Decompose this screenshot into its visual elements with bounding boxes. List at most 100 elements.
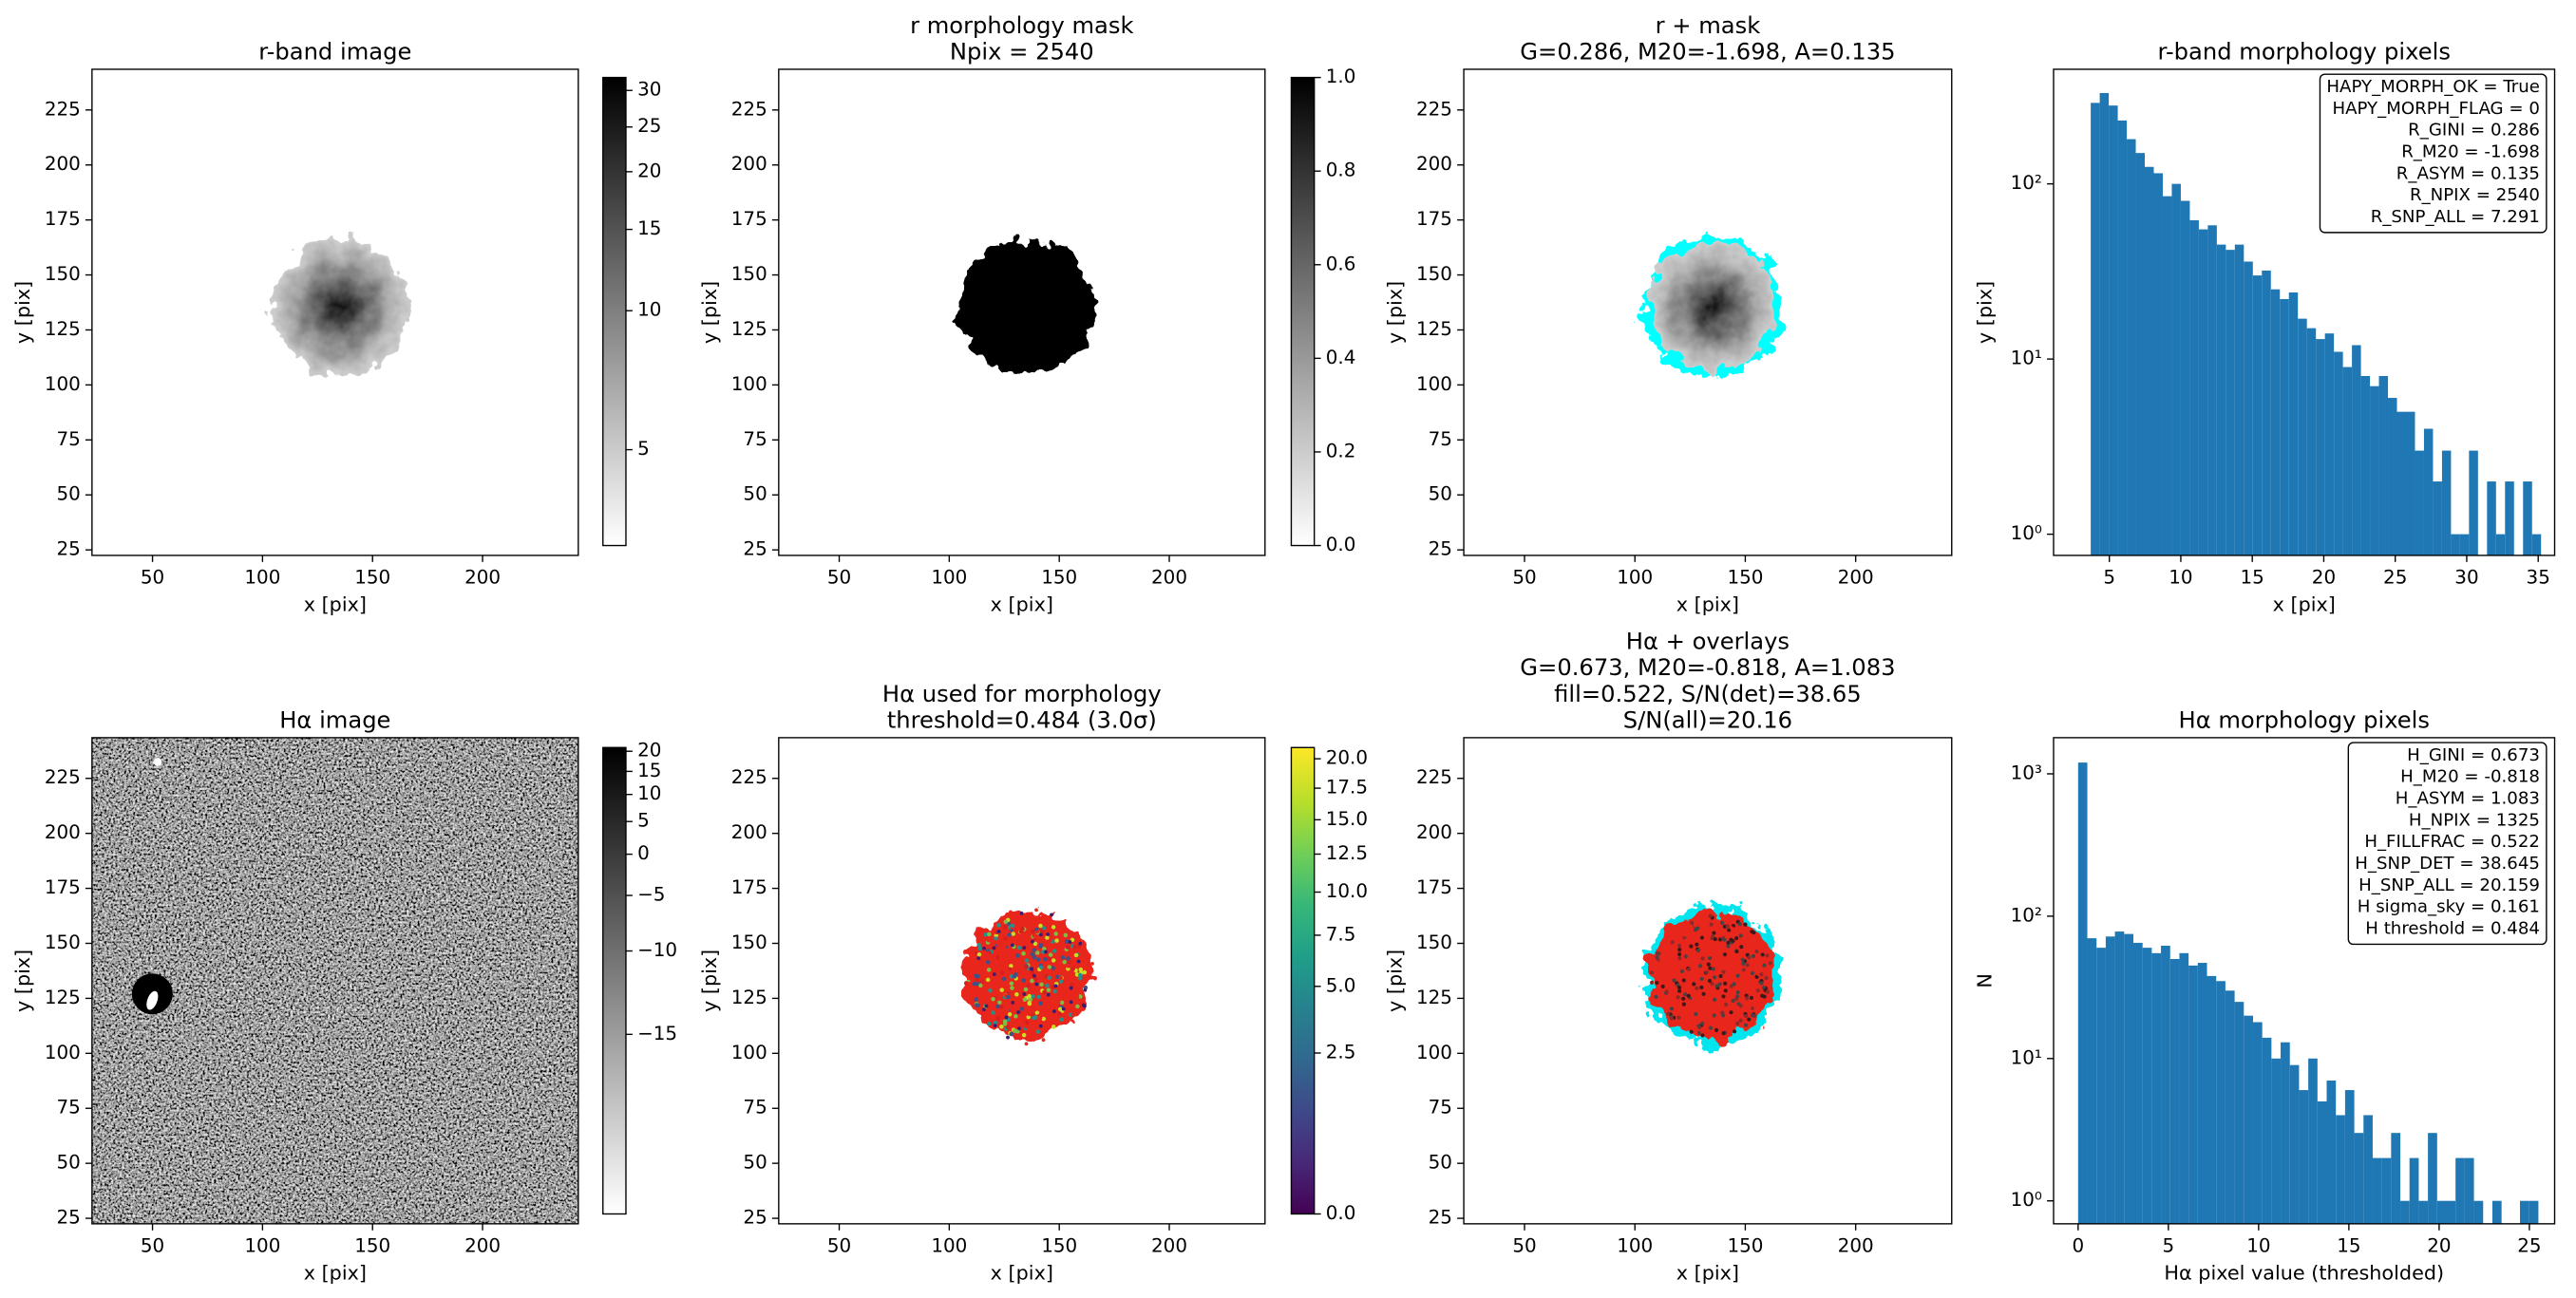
- bar: [2520, 1200, 2529, 1224]
- y-tick-label: 125: [1416, 987, 1452, 1008]
- bar: [2459, 534, 2470, 555]
- y-tick-label: 200: [1416, 821, 1452, 843]
- y-tick-label: 75: [743, 428, 767, 450]
- bar: [2225, 990, 2235, 1224]
- y-tick-label: 75: [56, 1097, 80, 1119]
- bar: [2423, 428, 2434, 555]
- bar: [2124, 933, 2133, 1224]
- panel-title: threshold=0.484 (3.0σ): [887, 707, 1157, 734]
- annotation-line: R_SNP_ALL = 7.291: [2371, 207, 2540, 227]
- y-tick-label: 125: [731, 318, 767, 340]
- panel-title: r-band morphology pixels: [2158, 39, 2451, 66]
- bar: [2216, 981, 2226, 1224]
- bar: [2455, 1157, 2465, 1224]
- bar: [2299, 1090, 2309, 1224]
- y-tick-label: 10⁰: [2011, 522, 2042, 544]
- bar: [2352, 345, 2361, 555]
- bar: [2531, 534, 2542, 555]
- x-tick-label: 30: [2454, 567, 2478, 589]
- colorbar-tick-label: 15: [637, 217, 661, 239]
- y-tick-label: 50: [743, 1152, 767, 1174]
- colorbar-tick-label: 10.0: [1326, 880, 1368, 902]
- bar: [2326, 1081, 2337, 1224]
- x-tick-label: 5: [2163, 1235, 2175, 1257]
- bar: [2145, 166, 2154, 555]
- bar: [2171, 183, 2181, 555]
- bar: [2363, 1115, 2373, 1224]
- panel: 0 5 10 15 20 25 10⁰ 10¹ 10² 10³ Hα morphology pixe…: [1973, 707, 2556, 1285]
- x-tick-label: 100: [1617, 1235, 1653, 1257]
- y-tick-label: 50: [1429, 483, 1452, 505]
- bar: [2446, 1200, 2456, 1224]
- panel-title: Hα + overlays: [1626, 629, 1790, 655]
- y-tick-label: 175: [1416, 208, 1452, 230]
- bar: [2505, 481, 2514, 555]
- panel-title: Hα morphology pixels: [2179, 707, 2431, 734]
- panel-title: r-band image: [258, 39, 411, 66]
- bar: [2234, 1002, 2245, 1224]
- bar: [2418, 1200, 2429, 1224]
- y-tick-label: 200: [731, 821, 767, 843]
- colorbar-tick-label: 20: [637, 160, 661, 181]
- x-tick-label: 200: [1838, 1235, 1874, 1257]
- y-axis-label: y [pix]: [1383, 281, 1406, 344]
- colorbar: [602, 746, 627, 1215]
- axes-frame: [91, 737, 579, 1225]
- bar: [2336, 1115, 2345, 1224]
- axes-frame: [778, 68, 1266, 556]
- bar: [2308, 1058, 2318, 1224]
- bar: [2132, 942, 2143, 1224]
- colorbar: [1290, 76, 1316, 547]
- y-tick-label: 175: [731, 208, 767, 230]
- bar: [2109, 105, 2118, 555]
- colorbar-tick-label: 5.0: [1326, 974, 1356, 996]
- bar: [2280, 298, 2289, 555]
- panel: 5 10 15 20 25 30 35 10⁰ 10¹ 10² r-band morphology …: [1973, 39, 2556, 616]
- colorbar-tick-label: 0.6: [1326, 253, 1356, 274]
- colorbar-tick-label: 0.0: [1326, 1202, 1356, 1224]
- annotation-line: HAPY_MORPH_OK = True: [2326, 77, 2540, 97]
- y-tick-label: 225: [731, 766, 767, 788]
- x-tick-label: 50: [1512, 567, 1536, 589]
- y-tick-label: 25: [1429, 538, 1452, 560]
- bar: [2487, 481, 2496, 555]
- x-tick-label: 50: [141, 1235, 164, 1257]
- bar: [2344, 1090, 2355, 1224]
- x-tick-label: 100: [244, 567, 280, 589]
- annotation-line: H_M20 = -0.818: [2400, 767, 2540, 787]
- bar: [2153, 173, 2163, 555]
- y-axis-label: y [pix]: [11, 950, 34, 1012]
- plot-area: [958, 239, 1095, 376]
- annotation-line: R_NPIX = 2540: [2410, 185, 2540, 205]
- bar: [2354, 1133, 2364, 1224]
- colorbar-tick-label: 30: [637, 79, 661, 101]
- panel-title: Hα used for morphology: [882, 681, 1162, 707]
- bar: [2464, 1157, 2474, 1224]
- bar: [2342, 367, 2353, 555]
- bar: [2099, 92, 2110, 555]
- y-tick-label: 150: [731, 931, 767, 953]
- annotation-line: R_ASYM = 0.135: [2396, 163, 2540, 183]
- x-tick-label: 50: [141, 567, 164, 589]
- colorbar-tick-label: 0.2: [1326, 440, 1356, 461]
- x-tick-label: 25: [2517, 1235, 2541, 1257]
- bar: [2270, 289, 2281, 555]
- bar: [2469, 450, 2478, 555]
- y-axis-label: y [pix]: [698, 950, 721, 1012]
- y-tick-label: 225: [1416, 98, 1452, 120]
- x-axis-label: x [pix]: [1676, 593, 1739, 616]
- bar: [2244, 261, 2253, 555]
- bar: [2529, 1200, 2539, 1224]
- colorbar-tick-label: 20.0: [1326, 747, 1368, 769]
- colorbar-tick-label: 10: [637, 299, 661, 321]
- bar: [2372, 1157, 2382, 1224]
- x-tick-label: 15: [2337, 1235, 2360, 1257]
- y-tick-label: 10³: [2011, 762, 2042, 783]
- bar: [2162, 196, 2172, 555]
- annotation-line: R_M20 = -1.698: [2401, 141, 2540, 161]
- bar: [2091, 103, 2100, 555]
- panel-title: S/N(all)=20.16: [1623, 707, 1792, 734]
- bar: [2096, 948, 2106, 1224]
- bar: [2105, 936, 2115, 1224]
- y-tick-label: 150: [45, 263, 81, 285]
